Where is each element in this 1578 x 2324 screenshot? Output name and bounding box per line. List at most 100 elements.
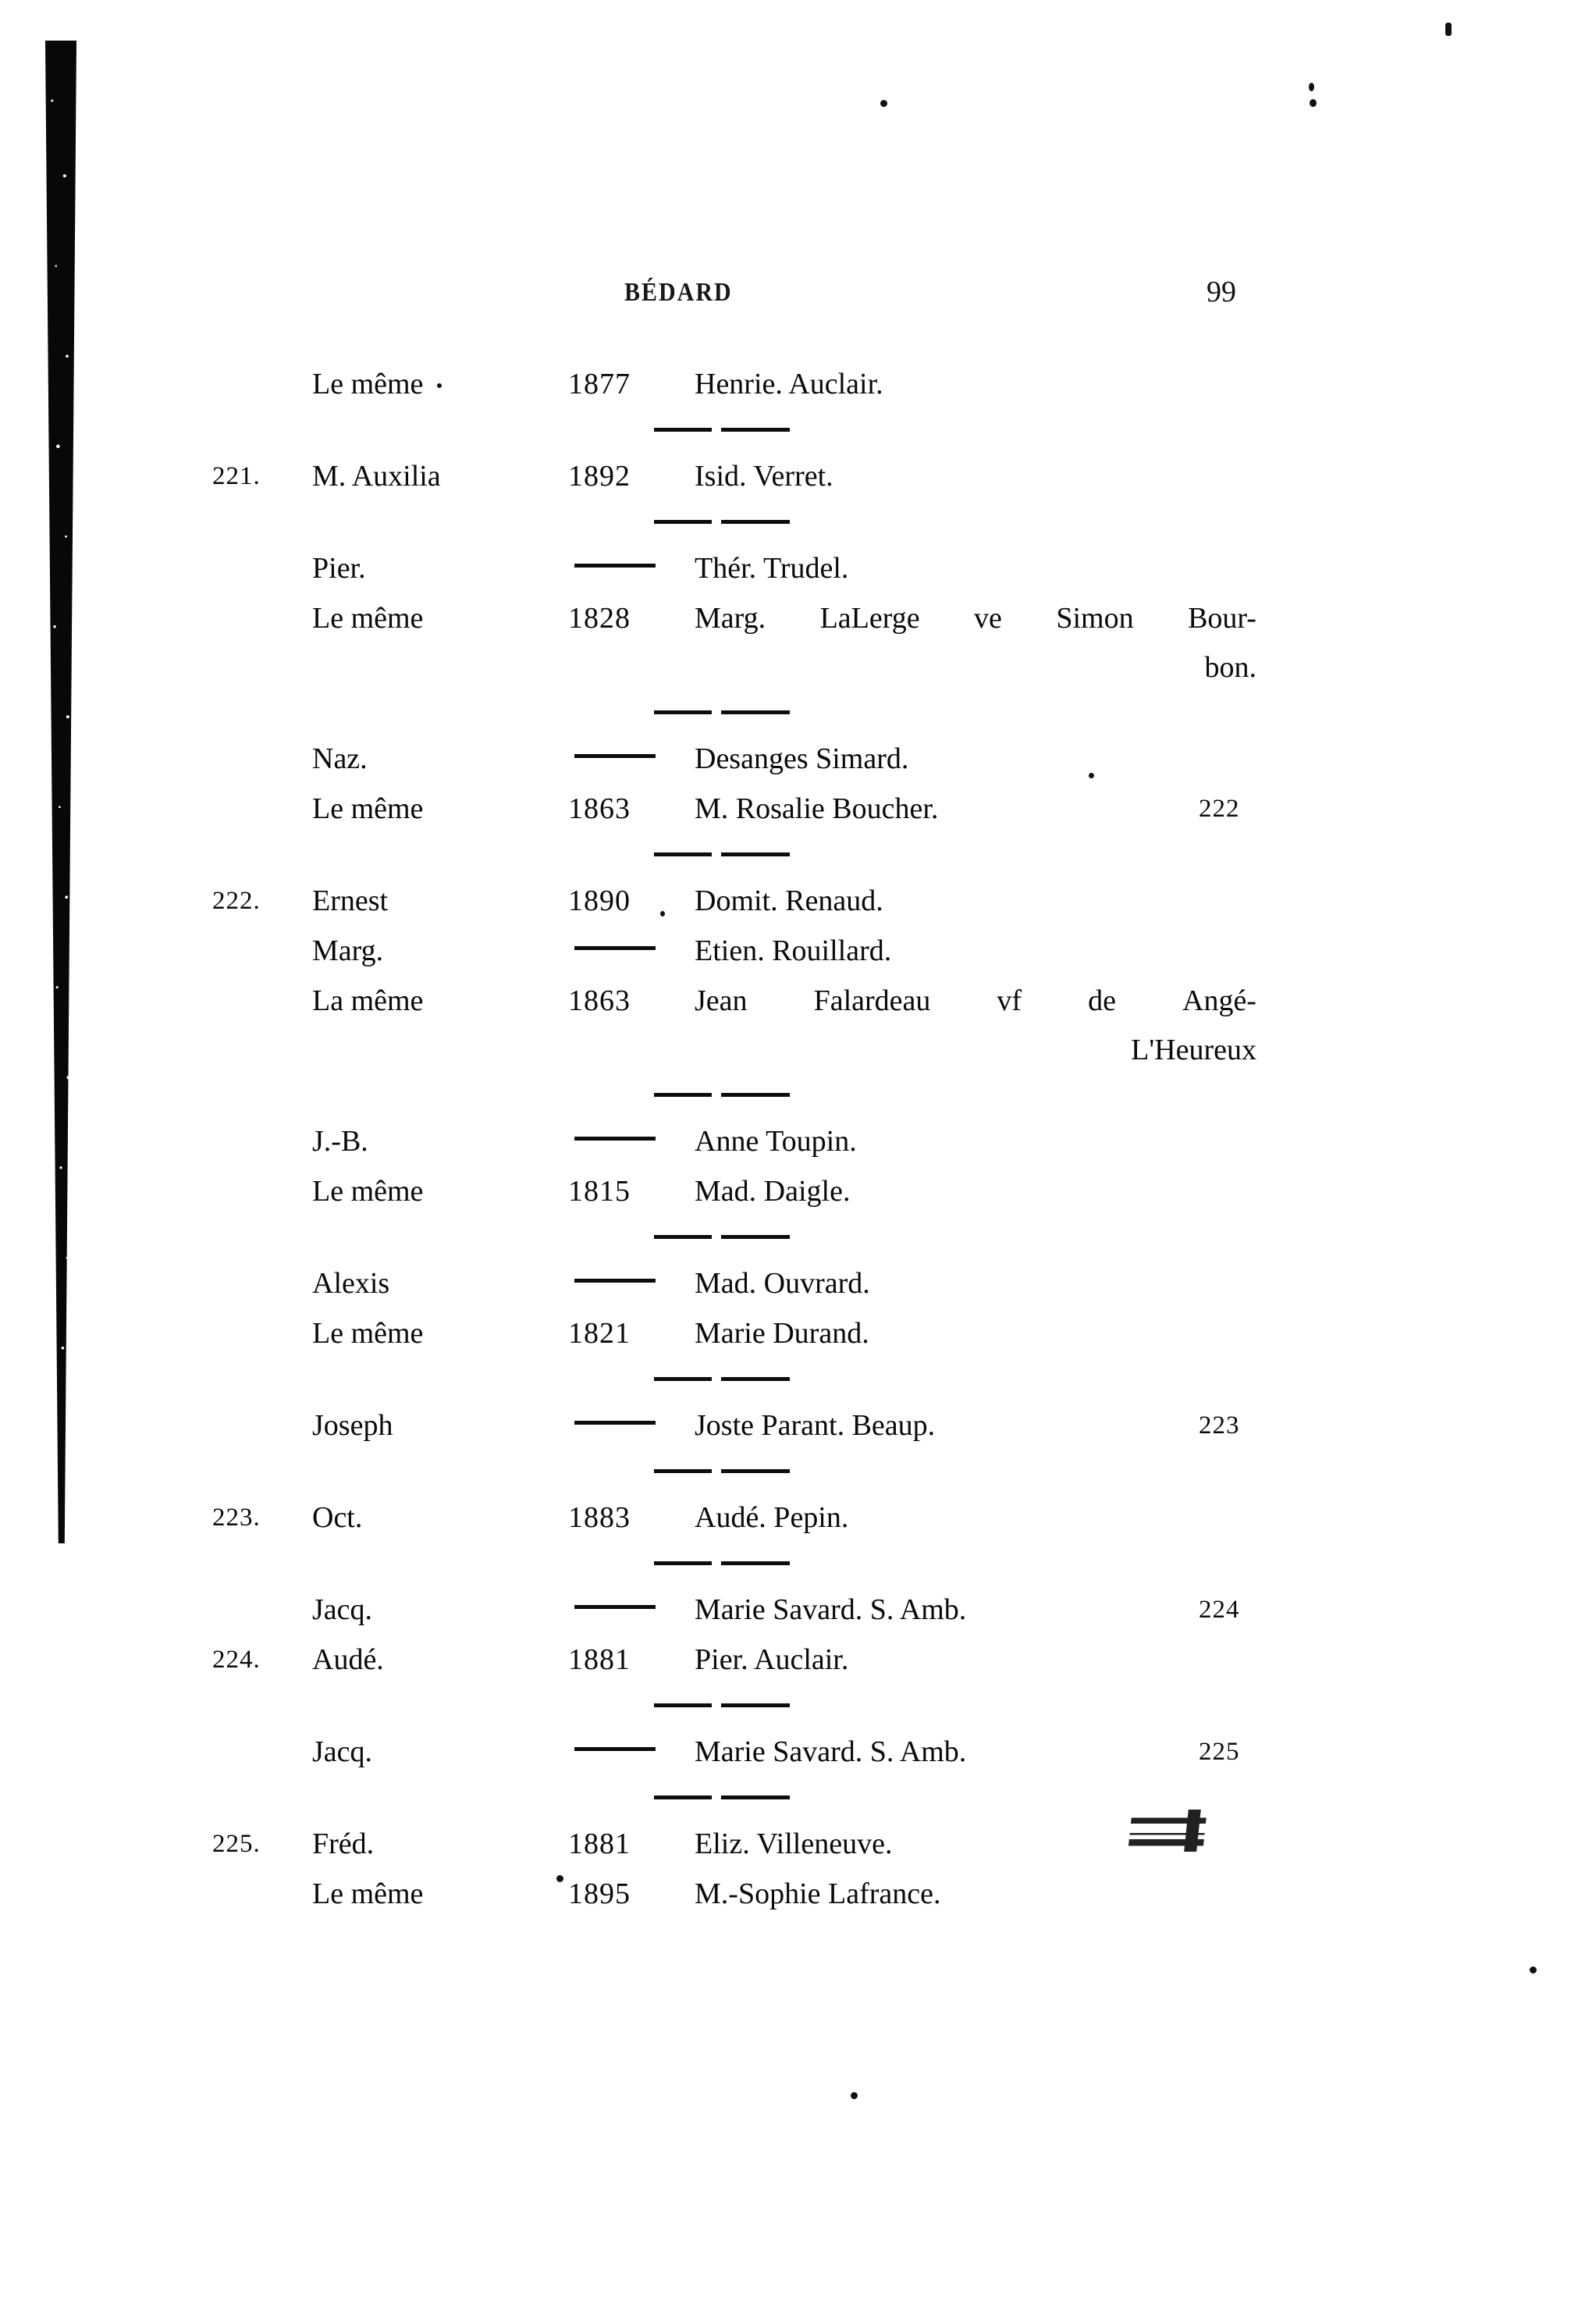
group-separator-rule [0, 1685, 1578, 1727]
person-name: Joseph [312, 1400, 570, 1450]
entry-row: Le même 1877 Henrie. Auclair. [0, 359, 1578, 409]
spouse-continuation: bon. [1204, 651, 1257, 684]
spouse-name: Marie Savard. S. Amb. [695, 1735, 967, 1768]
spouse-name: Mad. Ouvrard. [695, 1267, 870, 1300]
ink-speck [1445, 23, 1452, 36]
group-separator-rule [0, 1450, 1578, 1493]
ink-speck [1089, 773, 1094, 778]
marriage-year: 1863 [568, 984, 631, 1017]
marriage-year [568, 1400, 693, 1450]
spouse-word: Angé- [1182, 984, 1256, 1017]
person-name: Fréd. [312, 1819, 570, 1869]
spouse-word: Jean [695, 984, 748, 1017]
group-separator-rule [0, 1074, 1578, 1116]
em-dash-icon [574, 946, 656, 951]
marriage-year: 1892 [568, 460, 631, 493]
entry-number: 223. [212, 1504, 261, 1532]
entry-number: 225. [212, 1830, 261, 1858]
ink-speck [660, 911, 665, 916]
marriage-year: 1895 [568, 1877, 631, 1910]
entry-number: 224. [212, 1646, 261, 1674]
marriage-year [568, 1258, 693, 1308]
entry-row: Jacq. Marie Savard. S. Amb. 225 [0, 1727, 1578, 1777]
person-name: Le même [312, 1869, 570, 1919]
person-name-text: Fréd. [312, 1828, 375, 1860]
person-name-text: Le même [312, 602, 424, 635]
entry-row: Le même 1828 Marg. LaLerge ve Simon Bour- [0, 593, 1578, 643]
person-name: Jacq. [312, 1585, 570, 1635]
spouse-name: Henrie. Auclair. [695, 368, 883, 400]
group-separator-rule [0, 1777, 1578, 1819]
marriage-year: 1890 [568, 884, 631, 917]
entry-row: Joseph Joste Parant. Beaup. 223 [0, 1400, 1578, 1450]
person-name-text: Le même [312, 792, 424, 825]
group-separator-rule [0, 501, 1578, 543]
spouse-word: vf [997, 984, 1022, 1017]
spouse-name: Desanges Simard. [695, 742, 909, 775]
marriage-year: 1821 [568, 1317, 631, 1350]
spouse-word: Simon [1056, 602, 1134, 635]
marriage-year: 1881 [568, 1643, 631, 1676]
entry-row: 223. Oct. 1883 Audé. Pepin. [0, 1493, 1578, 1543]
ink-smudge-artifact [1128, 1813, 1207, 1849]
person-name: Jacq. [312, 1727, 570, 1777]
spouse-name: Marie Durand. [695, 1317, 869, 1350]
entry-number: 221. [212, 462, 261, 490]
em-dash-icon [574, 1747, 656, 1752]
spouse-name: Anne Toupin. [695, 1125, 857, 1158]
spouse-name: Domit. Renaud. [695, 884, 883, 917]
person-name-text: Ernest [312, 884, 389, 917]
marriage-year: 1863 [568, 792, 631, 825]
cross-reference-number: 224 [1199, 1596, 1240, 1624]
entry-row: Pier. Thér. Trudel. [0, 543, 1578, 593]
spouse-name: Marg. LaLerge ve Simon Bour- [695, 593, 1256, 643]
spouse-name: Mad. Daigle. [695, 1175, 851, 1208]
person-name: M. Auxilia [312, 451, 570, 501]
person-name: Naz. [312, 734, 570, 784]
marriage-year [568, 734, 693, 784]
marriage-year [568, 1116, 693, 1166]
person-name-text: Jacq. [312, 1735, 373, 1768]
marriage-year [568, 1727, 693, 1777]
marriage-year [568, 926, 693, 976]
person-name: Le même [312, 593, 570, 643]
person-name: Pier. [312, 543, 570, 593]
entry-row: Le même 1821 Marie Durand. [0, 1308, 1578, 1358]
entry-number: 222. [212, 887, 261, 915]
spouse-word: Marg. [695, 602, 766, 635]
person-name-text: Oct. [312, 1501, 363, 1534]
ink-speck [556, 1875, 563, 1882]
person-name: Le même [312, 1308, 570, 1358]
person-name: Le même [312, 359, 570, 409]
spouse-word: Bour- [1188, 602, 1256, 635]
em-dash-icon [574, 1279, 656, 1283]
person-name-text: Jacq. [312, 1593, 373, 1626]
person-name-text: J.-B. [312, 1125, 368, 1158]
running-head: Bédard [624, 277, 733, 307]
cross-reference-number: 225 [1199, 1738, 1240, 1766]
spouse-name: Marie Savard. S. Amb. [695, 1593, 967, 1626]
em-dash-icon [574, 754, 656, 759]
entry-row: Jacq. Marie Savard. S. Amb. 224 [0, 1585, 1578, 1635]
ink-speck [880, 100, 887, 107]
person-name: Ernest [312, 876, 570, 926]
entry-row: Le même 1815 Mad. Daigle. [0, 1166, 1578, 1216]
entry-row: La même 1863 Jean Falardeau vf de Angé- [0, 976, 1578, 1026]
person-name: Le même [312, 784, 570, 834]
spouse-name: Thér. Trudel. [695, 552, 849, 585]
person-name: Audé. [312, 1635, 570, 1685]
dot-mark-icon [437, 383, 442, 389]
spouse-word: Falardeau [813, 984, 931, 1017]
person-name-text: Pier. [312, 552, 366, 585]
marriage-year: 1881 [568, 1828, 631, 1860]
spouse-word: ve [974, 602, 1002, 635]
spouse-continuation: L'Heureux [1131, 1034, 1256, 1066]
spouse-name: Joste Parant. Beaup. [695, 1409, 936, 1442]
group-separator-rule [0, 1216, 1578, 1258]
entry-row: Naz. Desanges Simard. [0, 734, 1578, 784]
person-name: J.-B. [312, 1116, 570, 1166]
spouse-word: LaLerge [819, 602, 920, 635]
em-dash-icon [574, 1137, 656, 1141]
entry-continuation-row: L'Heureux [0, 1026, 1578, 1074]
spouse-name: Pier. Auclair. [695, 1643, 849, 1676]
